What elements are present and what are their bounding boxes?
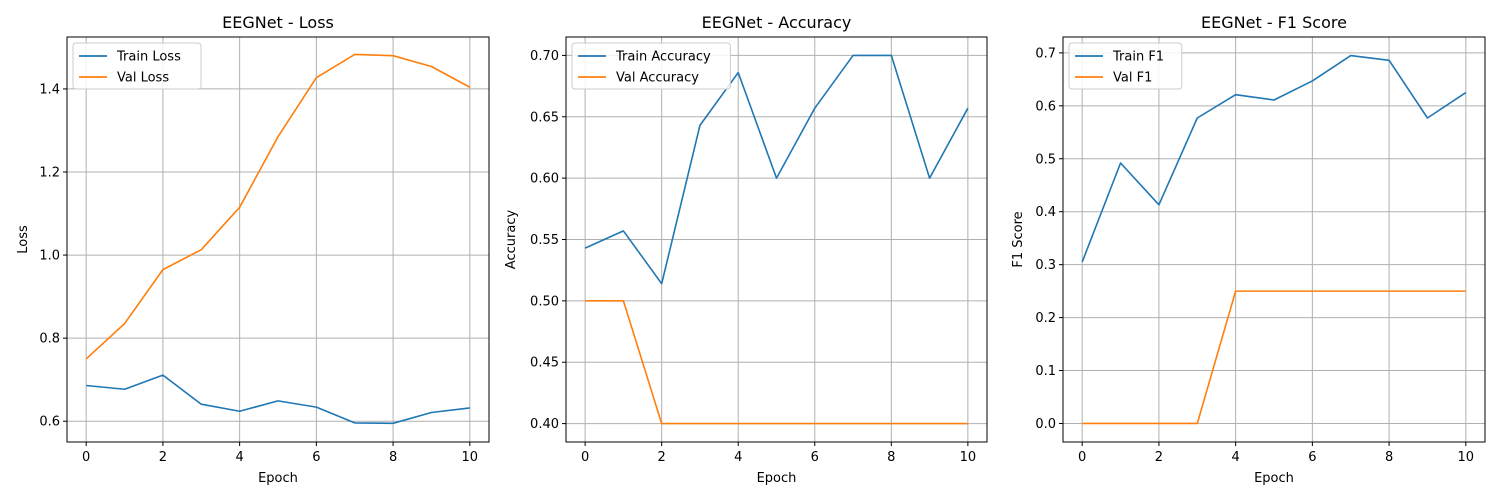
subplot-3: 0 2 4 6 8 10 0.0 0.1 0.2 0.3 0.4 0.5 0.6 0.7 EEGNet - … [1011, 13, 1486, 486]
x-tick-label: 0 [581, 450, 589, 465]
x-tick-label: 8 [389, 450, 397, 465]
series-line-train [584, 54, 969, 285]
y-axis-label: Loss [16, 225, 31, 254]
series-line-val [1082, 290, 1466, 425]
series-line-train [86, 374, 470, 425]
legend-box [571, 42, 731, 90]
y-tick-label: 0.45 [530, 356, 559, 371]
subplots: 0 2 4 6 8 10 0.6 0.8 1.0 1.2 1.4 EEGNet - Loss Epoch… [16, 13, 1486, 486]
y-tick-label: 0.1 [1035, 364, 1056, 379]
y-axis-label: Accuracy [504, 210, 519, 270]
x-tick-label: 8 [887, 450, 895, 465]
y-tick-label: 0.65 [530, 110, 559, 125]
x-tick-label: 10 [462, 450, 479, 465]
chart-title: EEGNet - F1 Score [1201, 13, 1347, 32]
x-tick-label: 8 [1385, 450, 1393, 465]
x-axis-label: Epoch [1254, 471, 1294, 486]
x-tick-label: 6 [1308, 450, 1316, 465]
x-tick-label: 10 [960, 450, 977, 465]
y-tick-label: 0.55 [530, 233, 559, 248]
legend-label: Val F1 [1113, 71, 1152, 86]
y-tick-label: 1.2 [39, 166, 60, 181]
y-tick-label: 0.7 [1035, 46, 1056, 61]
y-tick-label: 0.4 [1035, 205, 1056, 220]
x-tick-label: 2 [159, 450, 167, 465]
x-tick-label: 2 [1155, 450, 1163, 465]
legend-label: Val Accuracy [616, 71, 699, 86]
y-tick-label: 0.40 [530, 417, 559, 432]
y-tick-label: 0.60 [530, 172, 559, 187]
legend-label: Val Loss [117, 71, 169, 86]
y-tick-label: 0.0 [1035, 417, 1056, 432]
legend-label: Train F1 [1112, 50, 1164, 65]
y-tick-label: 1.4 [39, 82, 60, 97]
y-axis-label: F1 Score [1011, 211, 1026, 267]
series-line-val [585, 300, 968, 425]
x-tick-label: 2 [658, 450, 666, 465]
x-tick-label: 10 [1458, 450, 1475, 465]
legend: Train F1 Val F1 [1068, 42, 1183, 90]
legend: Train Loss Val Loss [72, 42, 202, 90]
x-tick-label: 0 [82, 450, 90, 465]
x-tick-label: 4 [235, 450, 243, 465]
legend: Train Accuracy Val Accuracy [571, 42, 731, 90]
y-tick-label: 0.50 [530, 294, 559, 309]
series-line-train [1081, 54, 1467, 263]
legend-label: Train Accuracy [615, 50, 711, 65]
subplot-1: 0 2 4 6 8 10 0.6 0.8 1.0 1.2 1.4 EEGNet - Loss Epoch… [16, 13, 490, 486]
series-line-val [85, 53, 471, 360]
x-axis-label: Epoch [258, 471, 298, 486]
y-tick-label: 0.8 [39, 332, 60, 347]
y-tick-label: 0.3 [1035, 258, 1056, 273]
x-tick-label: 4 [1231, 450, 1239, 465]
y-tick-label: 0.6 [1035, 99, 1056, 114]
axes-frame [1062, 36, 1486, 443]
chart-title: EEGNet - Accuracy [702, 13, 852, 32]
y-tick-label: 0.5 [1035, 152, 1056, 167]
x-tick-label: 4 [734, 450, 742, 465]
y-tick-label: 1.0 [39, 249, 60, 264]
x-tick-label: 6 [811, 450, 819, 465]
y-tick-label: 0.6 [39, 415, 60, 430]
y-tick-label: 0.70 [530, 49, 559, 64]
x-axis-label: Epoch [757, 471, 797, 486]
axes-frame [66, 36, 490, 443]
x-tick-label: 0 [1078, 450, 1086, 465]
x-tick-label: 6 [312, 450, 320, 465]
chart-title: EEGNet - Loss [222, 13, 334, 32]
subplot-2: 0 2 4 6 8 10 0.40 0.45 0.50 0.55 0.60 0.65 0.70 EEGNe… [504, 13, 988, 486]
legend-label: Train Loss [116, 50, 181, 65]
y-tick-label: 0.2 [1035, 311, 1056, 326]
